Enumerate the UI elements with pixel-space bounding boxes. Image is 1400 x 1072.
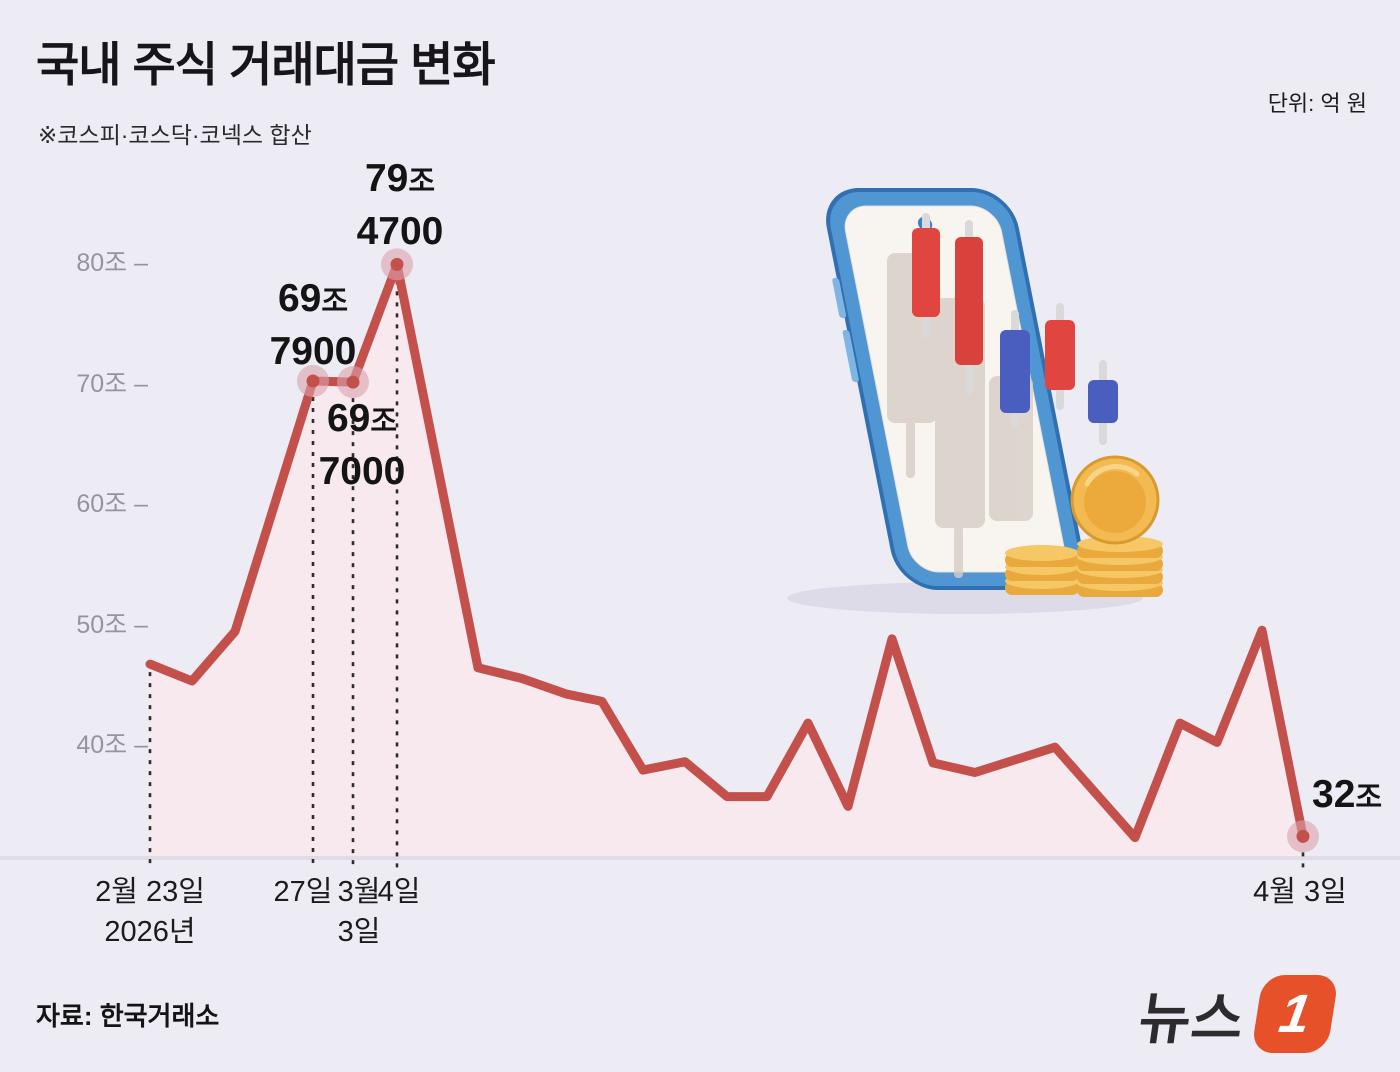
annotation-line1: 32조 <box>1312 772 1382 825</box>
x-axis-label-line: 2026년 <box>104 916 196 948</box>
source-credit: 자료: 한국거래소 <box>36 1001 220 1031</box>
news1-logo-badge-icon: 1 <box>1250 975 1340 1053</box>
annotation-unit: 조 <box>321 286 349 318</box>
area-fill <box>150 264 1303 856</box>
annotation-line2: 4700 <box>356 210 444 253</box>
y-axis-tick-label: 70조 – <box>76 369 148 398</box>
news1-logo-text: 뉴스 <box>1135 986 1249 1050</box>
annotation-line2: 7900 <box>269 330 357 373</box>
marker-dot <box>390 257 404 271</box>
annotation-unit: 조 <box>408 166 436 198</box>
x-axis-label-line: 2월 23일 <box>95 876 205 908</box>
annotation-unit: 조 <box>370 406 398 438</box>
marker-dot <box>346 375 360 389</box>
value-annotation: 69조 7900 <box>270 276 357 374</box>
x-axis-label-line: 4월 3일 <box>1253 876 1347 908</box>
annotation-number: 79 <box>364 157 409 200</box>
x-axis-baseline <box>0 856 1400 860</box>
annotation-number: 69 <box>326 397 371 440</box>
x-axis-label-line: 27일 <box>273 876 333 908</box>
annotation-line1: 69조 <box>270 276 357 329</box>
x-axis-label-line: 4일 <box>377 876 421 908</box>
news1-logo-number: 1 <box>1275 984 1315 1044</box>
x-axis-label: 4월 3일 <box>1253 872 1347 912</box>
x-axis-label: 2월 23일 2026년 <box>95 872 205 952</box>
candlestick-chart-icon <box>912 213 1118 445</box>
x-axis-label: 27일 <box>274 872 333 912</box>
value-annotation: 79조 4700 <box>357 156 444 254</box>
gold-coins-icon <box>1005 455 1163 597</box>
page-title: 국내 주식 거래대금 변화 <box>36 38 496 91</box>
phone-coins-illustration <box>787 188 1163 614</box>
value-annotation: 69조 7000 <box>319 396 406 494</box>
y-axis-tick-label: 60조 – <box>76 490 148 518</box>
annotation-number: 69 <box>277 277 322 320</box>
annotation-unit: 조 <box>1355 782 1383 814</box>
x-axis-label-line: 3월 <box>337 876 381 908</box>
y-axis-tick-label: 80조 – <box>76 249 148 277</box>
annotation-line1: 69조 <box>319 396 406 449</box>
marker-dot <box>1296 829 1310 843</box>
chart-subtitle: ※코스피·코스닥·코넥스 합산 <box>38 122 312 148</box>
x-axis-label: 4일 <box>378 872 421 912</box>
y-axis-tick-label: 50조 – <box>76 610 148 639</box>
value-annotation: 32조 <box>1312 772 1382 825</box>
annotation-line1: 79조 <box>357 156 444 209</box>
news1-logo: 뉴스 1 <box>1135 974 1340 1054</box>
x-axis-label: 3월 3일 <box>338 872 381 952</box>
y-axis-tick-label: 40조 – <box>76 731 148 759</box>
unit-label: 단위: 억 원 <box>1267 91 1367 116</box>
x-axis-label-line: 3일 <box>337 916 381 948</box>
annotation-line2: 7000 <box>318 450 406 493</box>
marker-dot <box>306 374 320 388</box>
annotation-number: 32 <box>1312 773 1356 816</box>
